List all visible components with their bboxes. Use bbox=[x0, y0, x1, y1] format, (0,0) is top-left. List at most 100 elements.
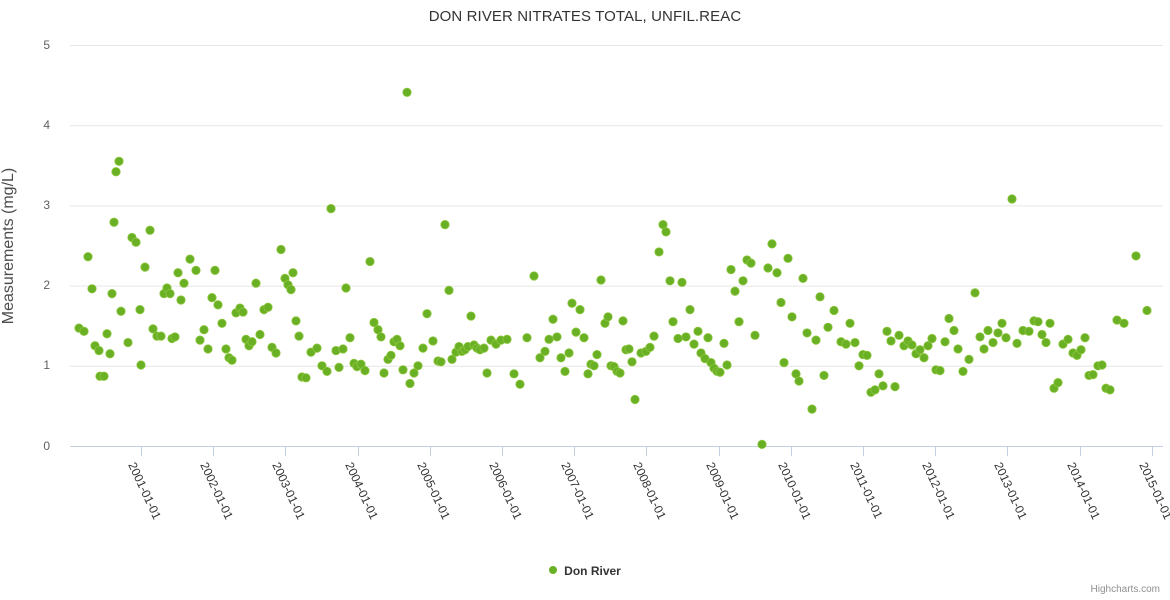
scatter-point[interactable] bbox=[689, 339, 699, 349]
scatter-point[interactable] bbox=[979, 344, 989, 354]
scatter-point[interactable] bbox=[882, 326, 892, 336]
scatter-point[interactable] bbox=[829, 305, 839, 316]
scatter-point[interactable] bbox=[540, 346, 550, 356]
scatter-point[interactable] bbox=[1033, 317, 1043, 327]
scatter-point[interactable] bbox=[436, 357, 446, 367]
scatter-point[interactable] bbox=[567, 298, 577, 308]
scatter-point[interactable] bbox=[915, 345, 925, 355]
scatter-point[interactable] bbox=[907, 340, 917, 350]
scatter-point[interactable] bbox=[140, 262, 150, 272]
scatter-point[interactable] bbox=[890, 382, 900, 392]
scatter-point[interactable] bbox=[575, 305, 585, 315]
scatter-point[interactable] bbox=[109, 217, 119, 227]
scatter-point[interactable] bbox=[544, 334, 554, 344]
scatter-point[interactable] bbox=[395, 341, 405, 351]
scatter-point[interactable] bbox=[213, 300, 223, 310]
scatter-point[interactable] bbox=[693, 326, 703, 336]
scatter-point[interactable] bbox=[627, 357, 637, 367]
scatter-point[interactable] bbox=[763, 263, 773, 273]
scatter-point[interactable] bbox=[148, 324, 158, 334]
scatter-point[interactable] bbox=[815, 292, 825, 302]
scatter-point[interactable] bbox=[83, 252, 93, 262]
scatter-point[interactable] bbox=[589, 361, 599, 371]
scatter-point[interactable] bbox=[923, 341, 933, 351]
scatter-point[interactable] bbox=[757, 439, 767, 449]
scatter-point[interactable] bbox=[850, 337, 860, 348]
scatter-point[interactable] bbox=[1088, 370, 1098, 380]
scatter-point[interactable] bbox=[738, 276, 748, 286]
scatter-point[interactable] bbox=[409, 368, 419, 378]
scatter-point[interactable] bbox=[862, 350, 872, 360]
scatter-point[interactable] bbox=[583, 369, 593, 379]
scatter-point[interactable] bbox=[413, 361, 423, 371]
scatter-point[interactable] bbox=[677, 277, 687, 287]
scatter-point[interactable] bbox=[136, 360, 146, 370]
scatter-point[interactable] bbox=[156, 331, 166, 341]
scatter-point[interactable] bbox=[87, 284, 97, 294]
scatter-point[interactable] bbox=[1037, 329, 1047, 340]
scatter-point[interactable] bbox=[221, 344, 231, 354]
scatter-point[interactable] bbox=[447, 354, 457, 364]
scatter-point[interactable] bbox=[993, 328, 1003, 338]
scatter-point[interactable] bbox=[1131, 251, 1141, 261]
scatter-point[interactable] bbox=[170, 332, 180, 342]
scatter-point[interactable] bbox=[179, 278, 189, 288]
scatter-point[interactable] bbox=[630, 394, 640, 405]
scatter-point[interactable] bbox=[726, 264, 736, 275]
scatter-point[interactable] bbox=[673, 333, 683, 344]
scatter-point[interactable] bbox=[123, 337, 133, 348]
scatter-point[interactable] bbox=[341, 283, 351, 293]
scatter-point[interactable] bbox=[173, 268, 183, 278]
scatter-point[interactable] bbox=[105, 349, 115, 359]
scatter-point[interactable] bbox=[878, 381, 888, 391]
scatter-point[interactable] bbox=[365, 256, 375, 267]
scatter-point[interactable] bbox=[1012, 338, 1022, 348]
scatter-point[interactable] bbox=[1063, 334, 1073, 344]
scatter-point[interactable] bbox=[294, 331, 304, 341]
scatter-point[interactable] bbox=[624, 344, 634, 354]
scatter-point[interactable] bbox=[794, 376, 804, 386]
scatter-point[interactable] bbox=[802, 328, 812, 338]
scatter-point[interactable] bbox=[919, 353, 929, 363]
scatter-point[interactable] bbox=[935, 366, 945, 376]
scatter-point[interactable] bbox=[418, 343, 428, 353]
scatter-point[interactable] bbox=[767, 239, 777, 249]
scatter-point[interactable] bbox=[131, 237, 141, 247]
scatter-point[interactable] bbox=[552, 332, 562, 342]
scatter-point[interactable] bbox=[227, 355, 237, 365]
scatter-point[interactable] bbox=[145, 225, 155, 235]
scatter-point[interactable] bbox=[746, 258, 756, 268]
scatter-point[interactable] bbox=[870, 385, 880, 395]
scatter-point[interactable] bbox=[927, 333, 937, 344]
scatter-point[interactable] bbox=[665, 276, 675, 286]
scatter-point[interactable] bbox=[185, 254, 195, 264]
scatter-point[interactable] bbox=[703, 333, 713, 343]
scatter-point[interactable] bbox=[618, 316, 628, 326]
scatter-point[interactable] bbox=[975, 332, 985, 342]
scatter-point[interactable] bbox=[195, 335, 205, 345]
scatter-point[interactable] bbox=[114, 156, 124, 166]
scatter-point[interactable] bbox=[654, 247, 664, 257]
scatter-point[interactable] bbox=[958, 366, 968, 377]
scatter-point[interactable] bbox=[772, 268, 782, 278]
scatter-point[interactable] bbox=[874, 369, 884, 379]
scatter-point[interactable] bbox=[1097, 360, 1107, 370]
scatter-point[interactable] bbox=[1080, 333, 1090, 343]
scatter-point[interactable] bbox=[247, 337, 257, 347]
scatter-point[interactable] bbox=[1076, 345, 1086, 355]
scatter-point[interactable] bbox=[668, 317, 678, 327]
scatter-point[interactable] bbox=[722, 360, 732, 370]
scatter-point[interactable] bbox=[386, 350, 396, 360]
scatter-point[interactable] bbox=[841, 339, 851, 349]
scatter-point[interactable] bbox=[649, 331, 659, 341]
scatter-point[interactable] bbox=[515, 379, 525, 389]
scatter-point[interactable] bbox=[949, 325, 959, 336]
scatter-point[interactable] bbox=[466, 311, 476, 321]
scatter-point[interactable] bbox=[482, 368, 492, 378]
scatter-point[interactable] bbox=[107, 289, 117, 299]
scatter-point[interactable] bbox=[376, 332, 386, 342]
scatter-point[interactable] bbox=[509, 369, 519, 379]
scatter-point[interactable] bbox=[661, 227, 671, 237]
scatter-point[interactable] bbox=[369, 317, 379, 328]
scatter-point[interactable] bbox=[288, 268, 298, 278]
